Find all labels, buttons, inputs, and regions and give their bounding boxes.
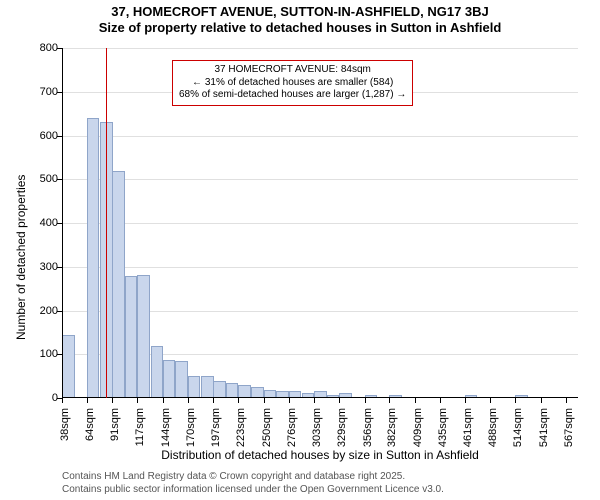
footer-line-1: Contains HM Land Registry data © Crown c…	[62, 471, 444, 484]
annot-line-1: 37 HOMECROFT AVENUE: 84sqm	[179, 64, 406, 77]
x-tick-label: 38sqm	[59, 408, 71, 441]
x-tick-label: 303sqm	[311, 408, 323, 447]
x-tick-mark	[515, 398, 516, 403]
gridline	[62, 179, 578, 180]
histogram-bar	[213, 381, 226, 399]
footer-credits: Contains HM Land Registry data © Crown c…	[62, 471, 444, 496]
histogram-bar	[226, 383, 239, 398]
histogram-bar	[175, 361, 188, 398]
x-tick-mark	[490, 398, 491, 403]
annot-line-2: ← 31% of detached houses are smaller (58…	[179, 77, 406, 90]
histogram-bar	[151, 346, 164, 399]
gridline	[62, 48, 578, 49]
histogram-bar	[125, 276, 138, 399]
x-tick-mark	[188, 398, 189, 403]
x-tick-mark	[163, 398, 164, 403]
x-tick-mark	[541, 398, 542, 403]
y-tick-label: 700	[40, 86, 58, 98]
reference-line	[106, 48, 107, 398]
annotation-box: 37 HOMECROFT AVENUE: 84sqm ← 31% of deta…	[172, 60, 413, 106]
x-axis-line	[62, 397, 578, 398]
y-tick-label: 100	[40, 348, 58, 360]
footer-line-2: Contains public sector information licen…	[62, 484, 444, 497]
x-tick-label: 170sqm	[185, 408, 197, 447]
histogram-bar	[201, 376, 214, 398]
x-tick-mark	[440, 398, 441, 403]
x-tick-mark	[213, 398, 214, 403]
x-tick-mark	[137, 398, 138, 403]
y-tick-label: 500	[40, 173, 58, 185]
histogram-bar	[188, 376, 201, 398]
gridline	[62, 267, 578, 268]
x-tick-label: 541sqm	[538, 408, 550, 447]
x-tick-mark	[415, 398, 416, 403]
y-tick-label: 300	[40, 261, 58, 273]
y-tick-label: 200	[40, 305, 58, 317]
annot-line-3: 68% of semi-detached houses are larger (…	[179, 89, 406, 102]
x-tick-label: 91sqm	[109, 408, 121, 441]
x-tick-label: 409sqm	[412, 408, 424, 447]
x-tick-mark	[87, 398, 88, 403]
gridline	[62, 136, 578, 137]
x-tick-label: 435sqm	[437, 408, 449, 447]
x-tick-label: 329sqm	[336, 408, 348, 447]
y-tick-labels: 0100200300400500600700800	[24, 48, 58, 398]
histogram-bar	[112, 171, 125, 399]
x-axis-label: Distribution of detached houses by size …	[62, 448, 578, 462]
x-tick-label: 276sqm	[286, 408, 298, 447]
x-tick-label: 567sqm	[563, 408, 575, 447]
x-tick-label: 514sqm	[512, 408, 524, 447]
x-tick-label: 197sqm	[210, 408, 222, 447]
histogram-bar	[62, 335, 75, 398]
x-tick-mark	[465, 398, 466, 403]
x-tick-mark	[365, 398, 366, 403]
x-tick-label: 117sqm	[134, 408, 146, 446]
y-tick-label: 800	[40, 42, 58, 54]
title-line-1: 37, HOMECROFT AVENUE, SUTTON-IN-ASHFIELD…	[0, 4, 600, 20]
title-block: 37, HOMECROFT AVENUE, SUTTON-IN-ASHFIELD…	[0, 0, 600, 37]
gridline	[62, 223, 578, 224]
x-tick-label: 223sqm	[235, 408, 247, 447]
x-tick-mark	[566, 398, 567, 403]
chart-container: 37, HOMECROFT AVENUE, SUTTON-IN-ASHFIELD…	[0, 0, 600, 500]
title-line-2: Size of property relative to detached ho…	[0, 20, 600, 36]
y-tick-label: 0	[52, 392, 58, 404]
x-tick-mark	[112, 398, 113, 403]
histogram-bar	[137, 275, 150, 398]
x-tick-mark	[289, 398, 290, 403]
x-tick-mark	[339, 398, 340, 403]
x-tick-label: 382sqm	[386, 408, 398, 447]
x-tick-label: 250sqm	[261, 408, 273, 447]
x-tick-label: 144sqm	[160, 408, 172, 447]
y-axis-line	[62, 48, 63, 398]
x-tick-mark	[314, 398, 315, 403]
y-tick-label: 400	[40, 217, 58, 229]
y-tick-label: 600	[40, 130, 58, 142]
x-tick-label: 356sqm	[362, 408, 374, 447]
histogram-bar	[87, 118, 100, 398]
x-tick-labels: 38sqm 64sqm 91sqm 117sqm 144sqm 170sqm 197sqm 2…	[62, 404, 578, 448]
x-tick-mark	[389, 398, 390, 403]
x-tick-label: 488sqm	[487, 408, 499, 447]
x-tick-label: 64sqm	[84, 408, 96, 441]
x-tick-mark	[62, 398, 63, 403]
histogram-bar	[163, 360, 176, 399]
x-tick-mark	[238, 398, 239, 403]
x-tick-label: 461sqm	[462, 408, 474, 447]
x-tick-mark	[264, 398, 265, 403]
